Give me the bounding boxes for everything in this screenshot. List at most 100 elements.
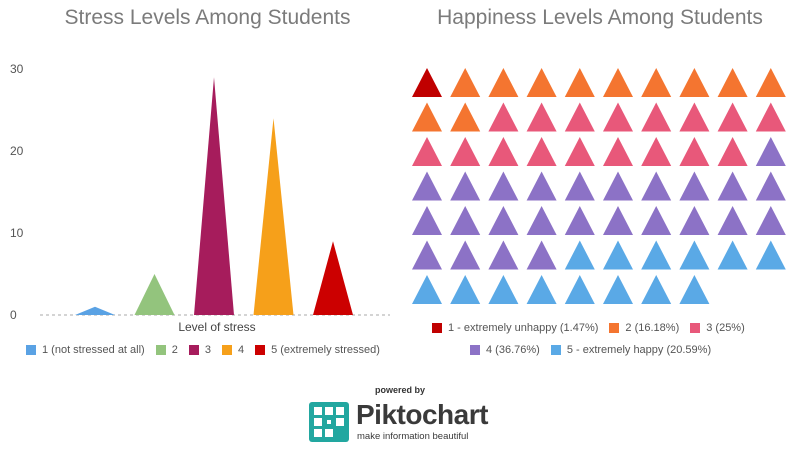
stress-x-axis-label: Level of stress <box>178 320 255 334</box>
stress-bar-3 <box>194 77 234 315</box>
happiness-icon-level-4 <box>526 240 557 270</box>
happiness-legend-swatch <box>690 323 701 333</box>
happiness-icon-level-5 <box>603 240 633 270</box>
happiness-legend-label: 2 (16.18%) <box>625 322 680 334</box>
happiness-icon-level-4 <box>679 171 710 201</box>
happiness-icon-level-5 <box>412 275 442 304</box>
happiness-icon-level-4 <box>717 206 748 235</box>
happiness-legend-item-2: 2 (16.18%) <box>609 322 679 334</box>
branding: powered by <box>0 385 800 395</box>
happiness-legend-label: 1 - extremely unhappy (1.47%) <box>448 322 599 334</box>
happiness-icon-level-4 <box>603 171 633 201</box>
happiness-icon-level-4 <box>488 240 519 270</box>
happiness-icon-level-5 <box>564 240 595 270</box>
happiness-legend-item-3: 3 (25%) <box>690 322 745 334</box>
happiness-icon-level-5 <box>679 275 710 304</box>
happiness-legend-row-2: 4 (36.76%) 5 - extremely happy (20.59%) <box>470 344 722 358</box>
stress-y-tick-label: 0 <box>10 308 17 322</box>
stress-legend-item-5: 5 (extremely stressed) <box>255 344 380 356</box>
happiness-legend-label: 5 - extremely happy (20.59%) <box>566 344 712 356</box>
powered-by-text: powered by <box>374 385 425 395</box>
brand-name: Piktochart <box>356 399 488 430</box>
happiness-legend-swatch <box>432 323 442 333</box>
happiness-icon-level-3 <box>564 137 595 166</box>
stress-y-tick-label: 10 <box>10 226 24 240</box>
stress-legend-item-2: 2 <box>155 344 178 356</box>
piktochart-logo-icon <box>309 402 349 442</box>
stress-y-tick-label: 30 <box>10 62 24 76</box>
happiness-legend-item-5: 5 - extremely happy (20.59%) <box>550 344 712 356</box>
happiness-chart-title: Happiness Levels Among Students <box>437 6 763 29</box>
stress-y-tick-label: 20 <box>10 144 24 158</box>
happiness-icon-level-2 <box>679 68 710 97</box>
stress-legend: 1 (not stressed at all) 2 3 4 5 (extremely s… <box>26 344 391 358</box>
stress-legend-label: 4 <box>237 344 245 356</box>
happiness-legend-label: 4 (36.76%) <box>486 344 540 356</box>
stress-legend-item-1: 1 (not stressed at all) <box>26 344 145 356</box>
stress-legend-label: 3 <box>204 344 211 356</box>
stress-chart-title: Stress Levels Among Students <box>64 6 351 29</box>
happiness-icon-level-4 <box>717 171 748 201</box>
stress-legend-swatch <box>155 345 166 355</box>
happiness-icon-level-4 <box>450 240 481 270</box>
happiness-icon-level-1 <box>412 68 442 97</box>
happiness-icon-level-5 <box>488 275 519 304</box>
stress-legend-swatch <box>26 345 36 355</box>
stress-legend-swatch <box>255 345 266 355</box>
happiness-icon-level-5 <box>564 275 595 304</box>
happiness-icon-level-4 <box>526 206 557 235</box>
happiness-legend-swatch <box>609 323 620 333</box>
happiness-icon-level-4 <box>526 171 557 201</box>
piktochart-logo[interactable]: Piktochart make information beautiful <box>309 399 493 445</box>
stress-bar-2 <box>134 274 175 315</box>
happiness-icon-level-3 <box>717 102 748 132</box>
stress-legend-item-4: 4 <box>221 344 245 356</box>
happiness-icon-level-2 <box>641 68 672 97</box>
happiness-icon-level-4 <box>755 171 786 201</box>
happiness-pictograph <box>412 68 786 304</box>
happiness-icon-level-4 <box>564 171 595 201</box>
happiness-icon-level-2 <box>412 102 442 132</box>
stress-legend-label: 1 (not stressed at all) <box>42 344 145 356</box>
happiness-icon-level-2 <box>488 68 519 97</box>
happiness-icon-level-3 <box>412 137 442 166</box>
happiness-icon-level-4 <box>488 206 519 235</box>
happiness-icon-level-4 <box>488 171 519 201</box>
happiness-icon-level-5 <box>755 240 786 270</box>
happiness-icon-level-2 <box>526 68 557 97</box>
happiness-icon-level-4 <box>641 171 672 201</box>
happiness-icon-level-4 <box>755 137 786 166</box>
happiness-icon-level-3 <box>488 137 519 166</box>
happiness-icon-level-3 <box>641 137 672 166</box>
stress-legend-item-3: 3 <box>188 344 211 356</box>
happiness-icon-level-4 <box>755 206 786 235</box>
stress-chart: 0 10 20 30 Level of stress <box>10 62 390 334</box>
happiness-icon-level-3 <box>679 137 710 166</box>
happiness-icon-level-3 <box>450 137 481 166</box>
happiness-legend-row-1: 1 - extremely unhappy (1.47%) 2 (16.18%) 3… <box>432 322 756 336</box>
happiness-icon-level-4 <box>603 206 633 235</box>
happiness-icon-level-5 <box>603 275 633 304</box>
happiness-icon-level-4 <box>679 206 710 235</box>
happiness-icon-level-2 <box>564 68 595 97</box>
stress-legend-label: 5 (extremely stressed) <box>271 344 380 356</box>
happiness-icon-level-4 <box>412 206 442 235</box>
happiness-icon-level-4 <box>564 206 595 235</box>
stress-bar-4 <box>253 118 294 315</box>
stress-legend-swatch <box>188 345 199 355</box>
happiness-icon-level-5 <box>641 240 672 270</box>
stress-bar-1 <box>75 306 115 315</box>
happiness-icon-level-2 <box>450 68 481 97</box>
happiness-legend-item-1: 1 - extremely unhappy (1.47%) <box>432 322 598 334</box>
happiness-icon-level-2 <box>717 68 748 97</box>
happiness-icon-level-4 <box>641 206 672 235</box>
happiness-icon-level-5 <box>679 240 710 270</box>
happiness-icon-level-2 <box>603 68 633 97</box>
happiness-icon-level-5 <box>717 240 748 270</box>
happiness-icon-level-5 <box>641 275 672 304</box>
happiness-icon-level-4 <box>412 240 442 270</box>
happiness-icon-level-3 <box>526 137 557 166</box>
happiness-icon-level-5 <box>450 275 481 304</box>
happiness-icon-level-3 <box>679 102 710 132</box>
happiness-legend-swatch <box>470 345 480 355</box>
